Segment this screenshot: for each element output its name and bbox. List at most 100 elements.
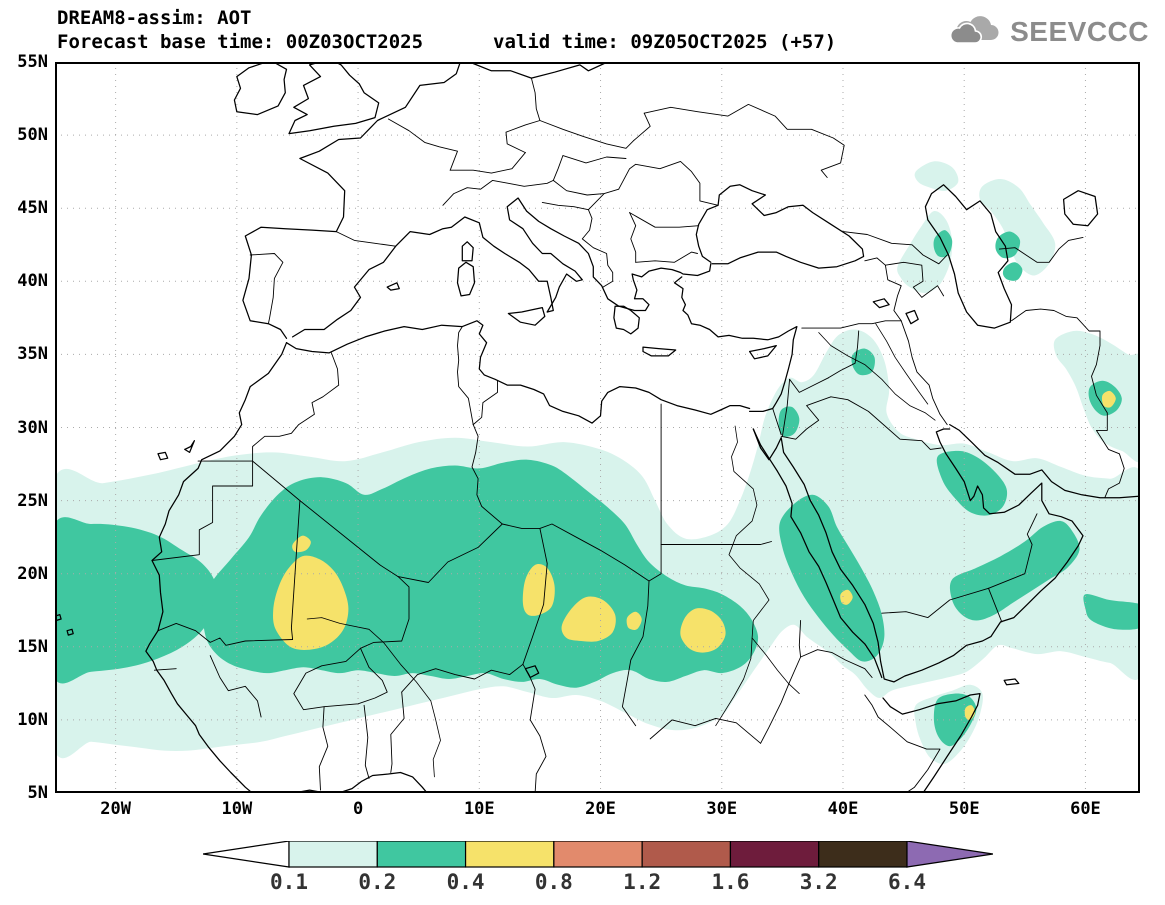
border: [505, 77, 541, 154]
aot-contour-region: [779, 494, 885, 662]
coastline-layer: [55, 62, 1140, 793]
seevccc-logo: SEEVCCC: [949, 16, 1149, 48]
border: [830, 396, 942, 450]
border: [800, 649, 873, 678]
border: [900, 320, 948, 426]
border: [318, 706, 329, 791]
colorbar-below-min-arrow: [203, 841, 290, 868]
colorbar-tick-label: 1.2: [623, 870, 662, 894]
aot-contour-region: [979, 178, 1056, 276]
coastline: [461, 241, 474, 262]
border: [335, 231, 397, 247]
coastline: [882, 692, 981, 793]
coastline: [285, 320, 751, 424]
cloud-icon: [949, 16, 999, 44]
lat-tick-label: 20N: [17, 563, 48, 584]
lat-tick-label: 35N: [17, 344, 48, 365]
colorbar-cell: [729, 841, 820, 868]
colorbar-tick-label: 0.1: [270, 870, 308, 894]
map-area: [55, 62, 1140, 793]
border: [643, 103, 845, 178]
lat-tick-label: 15N: [17, 636, 48, 657]
border: [801, 320, 902, 329]
border: [541, 193, 605, 211]
border: [390, 691, 405, 773]
forecast-base-time: Forecast base time: 00Z03OCT2025: [57, 31, 424, 53]
coastline: [924, 184, 1013, 329]
border: [618, 160, 719, 206]
border: [1011, 308, 1125, 499]
coastline: [752, 428, 883, 679]
border: [827, 330, 860, 379]
coastline: [506, 197, 712, 313]
border: [629, 212, 637, 263]
colorbar-cell: [818, 841, 908, 868]
border: [660, 541, 772, 545]
border: [760, 620, 802, 744]
border: [552, 179, 620, 196]
border: [864, 694, 941, 793]
border: [649, 717, 762, 744]
coastline: [949, 423, 1140, 499]
river: [751, 637, 800, 694]
border: [789, 377, 829, 393]
border: [397, 523, 503, 583]
border: [522, 527, 548, 665]
colorbar-above-max-arrow: [906, 841, 993, 868]
border: [842, 231, 948, 265]
coastline: [507, 306, 546, 326]
lat-tick-label: 40N: [17, 271, 48, 292]
logo-text: SEEVCCC: [1010, 16, 1149, 47]
coastline: [748, 344, 777, 360]
aot-contour-region: [897, 210, 953, 294]
coastline: [695, 184, 865, 269]
border: [363, 704, 370, 779]
border: [522, 663, 547, 793]
border: [151, 460, 254, 561]
map-frame: [55, 62, 1140, 793]
coastline: [905, 309, 919, 325]
colorbar-tick-label: 1.6: [711, 870, 750, 894]
border: [360, 576, 410, 649]
plot-title: DREAM8-assim: AOT: [57, 7, 252, 29]
border: [562, 155, 627, 164]
border: [157, 622, 294, 646]
coastline: [184, 440, 196, 454]
lon-tick-label: 10W: [221, 799, 253, 819]
border: [998, 236, 1084, 263]
colorbar-cell: [553, 841, 643, 868]
lat-tick-label: 50N: [17, 125, 48, 146]
lat-tick-label: 5N: [27, 783, 48, 803]
aot-contour-region: [626, 611, 642, 630]
lat-tick-label: 30N: [17, 417, 48, 438]
border: [629, 212, 700, 228]
colorbar-cell: [464, 841, 555, 868]
valid-time: valid time: 09Z05OCT2025 (+57): [493, 31, 837, 53]
border: [471, 424, 503, 525]
map-canvas: [55, 62, 1140, 793]
border: [988, 513, 1038, 589]
lon-tick-label: 20E: [585, 799, 616, 819]
coastline: [291, 216, 554, 338]
coastline: [752, 428, 1084, 683]
aot-contour-region: [55, 517, 219, 684]
lat-tick-label: 55N: [17, 52, 48, 72]
border: [209, 655, 262, 718]
aot-contour-region: [561, 596, 616, 642]
colorbar-cell: [641, 841, 732, 868]
aot-contour-region: [949, 520, 1080, 621]
coastline: [456, 261, 476, 297]
border-layer: [151, 77, 1125, 793]
coastline: [157, 451, 169, 461]
border: [153, 668, 177, 671]
aot-contour-region: [995, 231, 1021, 259]
border: [539, 112, 651, 149]
border: [252, 352, 340, 462]
river: [875, 323, 929, 405]
coastline: [1062, 190, 1099, 227]
border: [249, 253, 284, 325]
colorbar-tick-label: 0.8: [534, 870, 573, 894]
border: [472, 380, 498, 426]
lon-tick-label: 30E: [706, 799, 738, 819]
